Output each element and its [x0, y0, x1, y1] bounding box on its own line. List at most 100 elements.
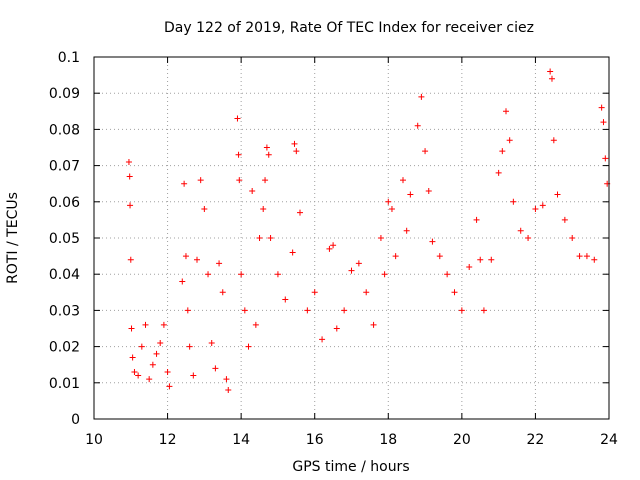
data-point: [477, 256, 484, 263]
x-tick-label: 12: [159, 432, 177, 448]
data-point: [260, 206, 267, 213]
data-point: [525, 235, 532, 241]
data-point: [129, 354, 136, 361]
data-point: [235, 151, 242, 158]
data-point: [252, 321, 259, 328]
data-point: [131, 368, 138, 375]
data-point: [510, 198, 517, 205]
data-point: [403, 227, 410, 234]
plot-frame: [93, 56, 610, 420]
y-tick-label: 0.1: [58, 50, 80, 66]
data-point: [245, 343, 252, 350]
x-tick-label: 14: [232, 432, 250, 448]
data-point: [348, 267, 355, 274]
data-point: [249, 187, 256, 194]
data-point: [591, 256, 598, 263]
data-point: [225, 387, 232, 394]
data-point: [262, 177, 269, 184]
data-points: [125, 68, 611, 394]
x-axis-ticks: 10 12 14 16 18 20 22 24: [85, 57, 618, 448]
y-tick-label: 0.05: [49, 231, 80, 247]
data-point: [201, 206, 208, 213]
data-point: [181, 180, 188, 187]
data-point: [363, 289, 370, 296]
data-point: [517, 227, 524, 234]
data-point: [576, 253, 583, 260]
x-tick-label: 10: [85, 432, 103, 448]
data-point: [238, 271, 245, 278]
data-point: [197, 177, 204, 184]
data-point: [166, 383, 173, 390]
data-point: [436, 253, 443, 260]
data-point: [194, 256, 200, 263]
data-point: [480, 307, 487, 314]
data-point: [146, 376, 153, 383]
data-point: [289, 249, 296, 256]
data-point: [561, 216, 568, 223]
data-point: [466, 263, 473, 270]
data-point: [160, 321, 167, 328]
data-point: [208, 339, 215, 346]
data-point: [319, 336, 326, 343]
data-point: [182, 253, 189, 260]
data-point: [236, 177, 243, 184]
data-point: [135, 372, 142, 379]
data-point: [297, 209, 303, 216]
data-point: [149, 361, 156, 368]
data-point: [304, 307, 311, 314]
data-point: [600, 119, 607, 126]
data-point: [429, 238, 436, 245]
data-point: [142, 321, 149, 328]
y-tick-label: 0.09: [49, 86, 80, 102]
data-point: [503, 108, 509, 115]
data-point: [205, 271, 212, 278]
data-point: [547, 68, 554, 75]
data-point: [539, 202, 546, 209]
data-point: [488, 256, 495, 263]
y-tick-label: 0.07: [49, 159, 80, 175]
data-point: [473, 216, 480, 223]
y-axis-ticks: 0 0.01 0.02 0.03 0.04 0.05 0.06 0.07 0.08 0.09 0.1: [49, 50, 609, 428]
data-point: [458, 307, 465, 314]
y-tick-label: 0.04: [49, 267, 80, 283]
data-point: [127, 256, 134, 263]
data-point: [241, 307, 248, 314]
data-point: [381, 271, 388, 278]
x-tick-label: 24: [600, 432, 618, 448]
data-point: [598, 104, 605, 111]
data-point: [422, 148, 429, 155]
data-point: [291, 140, 298, 147]
data-point: [407, 191, 414, 198]
data-point: [425, 187, 432, 194]
data-point: [414, 122, 421, 129]
data-point: [554, 191, 561, 198]
data-point: [548, 75, 555, 82]
chart-title: Day 122 of 2019, Rate Of TEC Index for r…: [164, 20, 534, 36]
data-point: [418, 93, 425, 100]
data-point: [219, 289, 226, 296]
data-point: [263, 144, 270, 151]
y-axis-title: ROTI / TECUs: [5, 192, 21, 284]
y-tick-label: 0.03: [49, 303, 80, 319]
data-point: [282, 296, 289, 303]
x-tick-label: 22: [527, 432, 545, 448]
x-axis-title: GPS time / hours: [292, 459, 409, 475]
data-point: [190, 372, 197, 379]
data-point: [153, 350, 160, 357]
data-point: [293, 148, 300, 155]
data-point: [377, 235, 384, 241]
data-point: [532, 206, 539, 213]
data-point: [138, 343, 145, 350]
data-point: [388, 206, 395, 213]
x-tick-label: 16: [306, 432, 324, 448]
data-point: [370, 321, 377, 328]
data-point: [223, 376, 230, 383]
data-point: [400, 177, 406, 184]
data-point: [216, 260, 223, 267]
y-tick-label: 0: [71, 412, 80, 428]
data-point: [157, 339, 164, 346]
data-point: [125, 158, 132, 165]
data-point: [164, 368, 171, 375]
data-point: [583, 253, 590, 260]
